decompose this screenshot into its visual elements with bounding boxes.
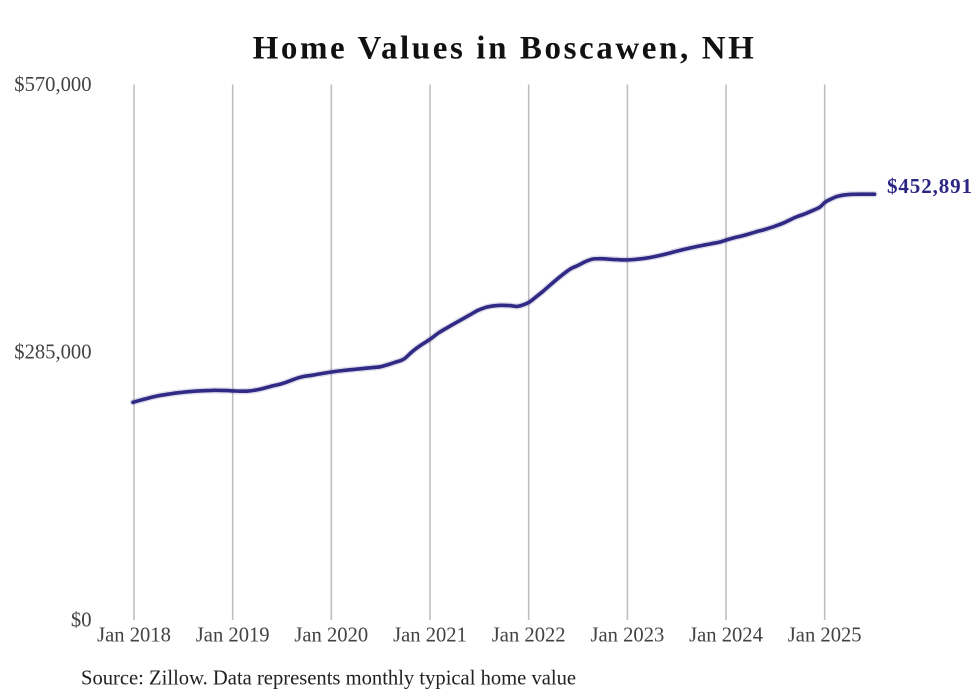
svg-text:Jan 2022: Jan 2022 — [492, 625, 566, 647]
svg-text:Jan 2024: Jan 2024 — [689, 625, 763, 647]
svg-text:Jan 2023: Jan 2023 — [591, 625, 665, 647]
svg-text:Jan 2019: Jan 2019 — [196, 625, 270, 647]
svg-text:Jan 2018: Jan 2018 — [97, 625, 171, 647]
svg-text:$570,000: $570,000 — [14, 74, 91, 96]
svg-text:Home Values in Boscawen, NH: Home Values in Boscawen, NH — [253, 31, 757, 67]
svg-text:Source: Zillow. Data represent: Source: Zillow. Data represents monthly … — [81, 668, 576, 690]
svg-text:$0: $0 — [71, 609, 92, 631]
svg-text:$285,000: $285,000 — [14, 342, 91, 364]
svg-text:$452,891: $452,891 — [887, 174, 973, 198]
svg-text:Jan 2025: Jan 2025 — [788, 625, 862, 647]
svg-text:Jan 2020: Jan 2020 — [294, 625, 368, 647]
svg-text:Jan 2021: Jan 2021 — [393, 625, 467, 647]
